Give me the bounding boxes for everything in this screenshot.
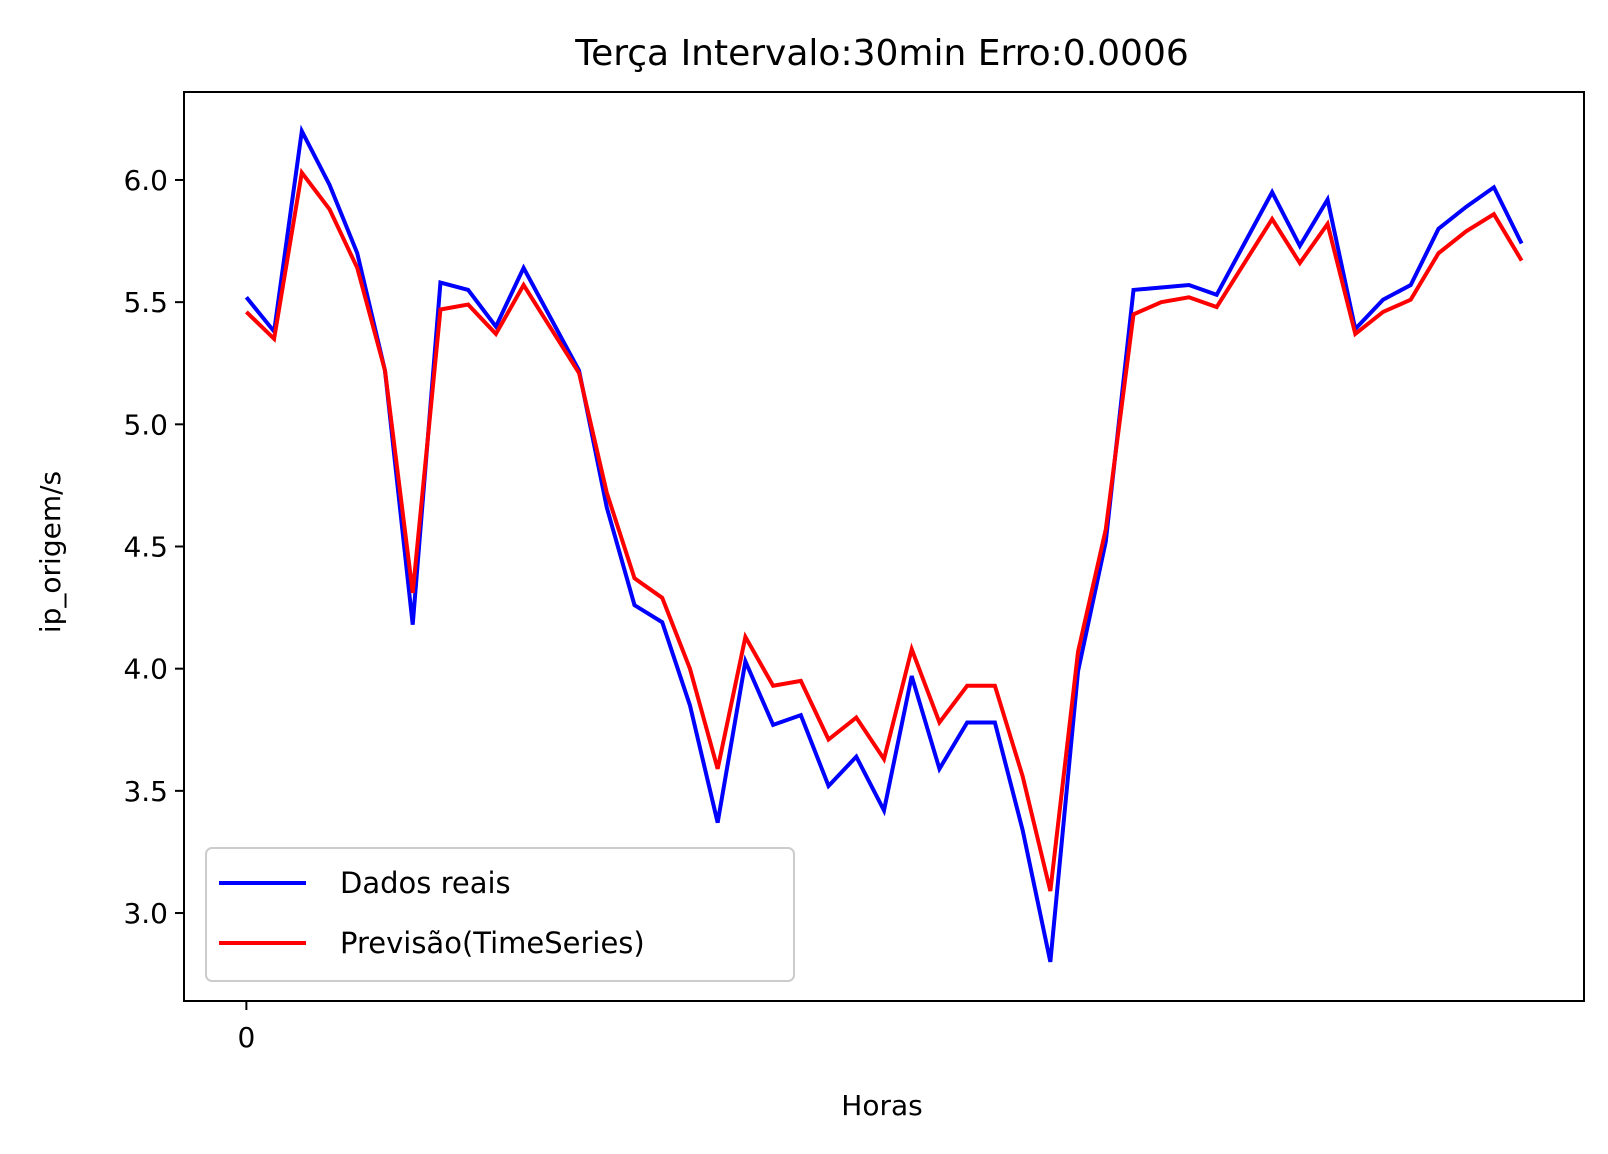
legend-label-dados-reais: Dados reais <box>340 866 511 900</box>
y-tick-label: 4.0 <box>123 653 168 686</box>
y-tick-label: 5.0 <box>123 408 168 441</box>
legend: Dados reais Previsão(TimeSeries) <box>205 847 795 982</box>
legend-box <box>205 847 795 982</box>
x-tick-label: 0 <box>237 1021 255 1054</box>
chart-title: Terça Intervalo:30min Erro:0.0006 <box>574 33 1189 74</box>
x-axis-label: Horas <box>841 1089 922 1122</box>
y-tick-label: 5.5 <box>123 286 168 319</box>
y-axis: 3.0 3.5 4.0 4.5 5.0 5.5 6.0 <box>123 164 184 930</box>
y-axis-label: ip_origem/s <box>34 471 67 633</box>
legend-label-previsao: Previsão(TimeSeries) <box>340 926 645 960</box>
series-line-dados-reais <box>244 124 1524 963</box>
y-tick-label: 3.0 <box>123 897 168 930</box>
series-layer <box>244 124 1524 963</box>
y-tick-label: 3.5 <box>123 775 168 808</box>
series-line-previsao <box>244 167 1524 892</box>
x-axis: 0 <box>237 1001 255 1054</box>
y-tick-label: 6.0 <box>123 164 168 197</box>
y-tick-label: 4.5 <box>123 531 168 564</box>
